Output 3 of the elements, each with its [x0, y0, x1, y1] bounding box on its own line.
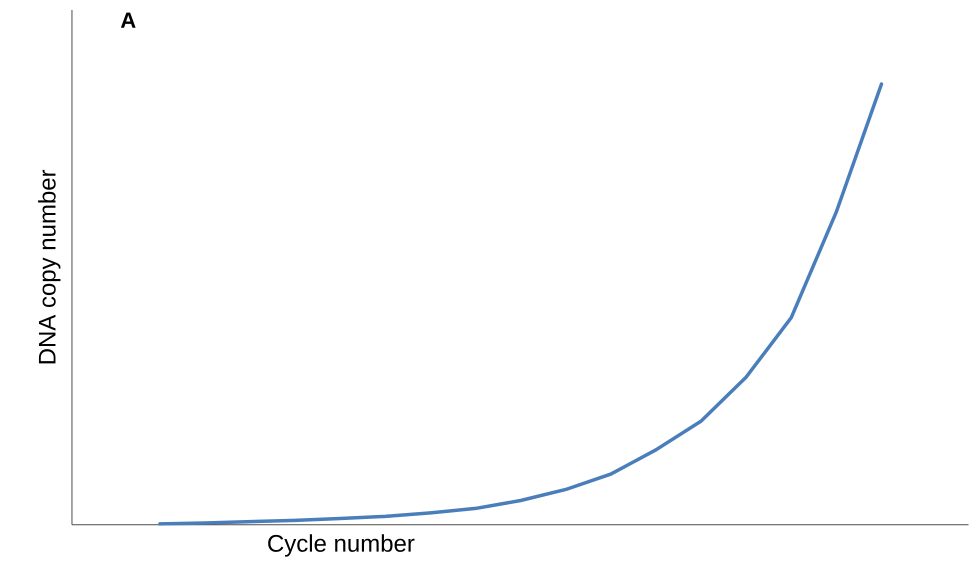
chart-title: A: [120, 12, 136, 28]
y-axis-title: DNA copy number: [38, 170, 60, 364]
x-axis-title: Cycle number: [268, 534, 414, 557]
